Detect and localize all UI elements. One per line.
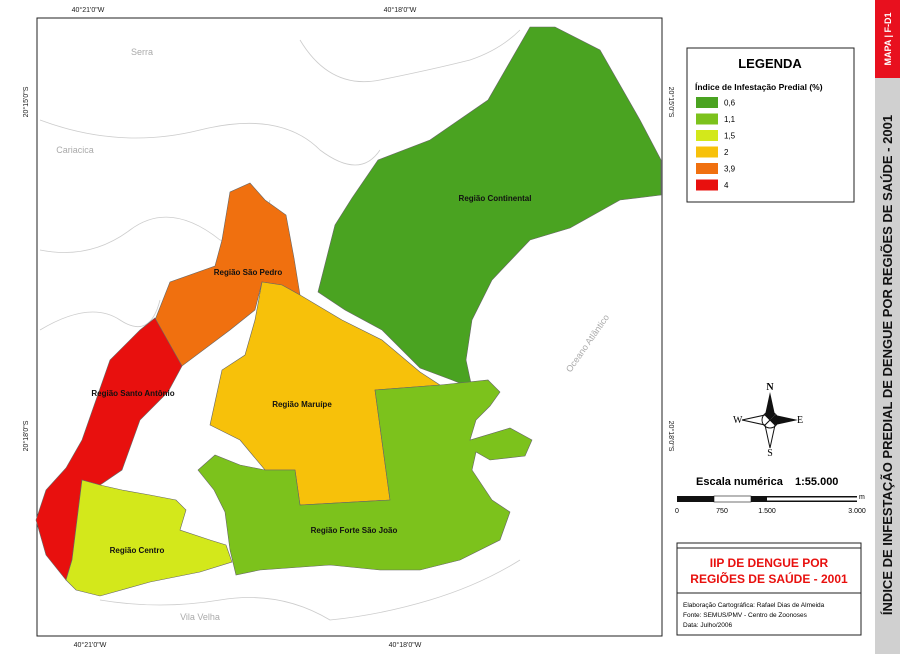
compass-arm [770,415,798,425]
legend-swatch [696,163,718,174]
region-shape [65,479,233,597]
sidebar-tag-bg [875,0,900,78]
title-box: IIP DE DENGUE POR REGIÕES DE SAÚDE - 200… [676,542,862,636]
legend-swatch [696,97,718,108]
legend-swatch [696,130,718,141]
place-label: Serra [131,47,153,57]
coord-label: 40°21'0"W [72,6,105,14]
coastline [39,119,381,166]
scale-tick: 750 [716,508,728,515]
region-shape [154,182,301,367]
scale: Escala numérica 1:55.000 0 750 1.500 3.0… [675,476,866,515]
coastline [39,299,161,331]
coord-label: 20°15'0"S [22,86,30,117]
region-labels: Região Continental Região São Pedro Regi… [91,194,531,555]
legend-label: 0,6 [724,99,736,108]
region-label: Região Centro [110,546,165,555]
compass-n: N [766,382,774,393]
sidebar-tag: MAPA | F-D1 [883,12,893,65]
sidebar: MAPA | F-D1 ÍNDICE DE INFESTAÇÃO PREDIAL… [875,0,900,654]
scale-bar [767,497,857,501]
scale-label: Escala numérica [696,476,784,488]
credits-frame [676,592,862,636]
scale-tick: 1.500 [758,508,776,515]
region-label: Região Maruípe [272,400,332,409]
title-frame [676,542,862,594]
title-line: REGIÕES DE SAÚDE - 2001 [690,571,848,586]
coord-label: 20°18'0"S [667,421,675,452]
scale-bar [751,496,767,502]
place-label: Cariacica [56,145,94,155]
legend-box [686,47,855,203]
credit-line: Fonte: SEMUS/PMV - Centro de Zoonoses [683,612,808,619]
compass-s: S [767,448,773,459]
scale-bar [713,495,752,503]
sidebar-bg [875,0,900,654]
coord-label: 40°18'0"W [389,641,422,649]
region-label: Região Continental [459,194,532,203]
place-label: Vila Velha [180,612,220,622]
region-label: Região Forte São João [311,526,398,535]
sidebar-title: ÍNDICE DE INFESTAÇÃO PREDIAL DE DENGUE P… [880,115,895,615]
scale-ratio: 1:55.000 [795,476,838,488]
legend-label: 1,1 [724,115,736,124]
legend-label: 4 [724,181,729,190]
coastline [99,559,521,621]
credit-line: Elaboração Cartográfica: Rafael Dias de … [683,602,825,609]
legend: LEGENDA Índice de Infestação Predial (%)… [686,47,855,203]
legend-label: 2 [724,148,729,157]
coordinate-labels: 40°21'0"W 40°18'0"W 40°21'0"W 40°18'0"W … [22,6,675,649]
legend-label: 1,5 [724,132,736,141]
region-shape [317,26,662,389]
coord-label: 20°15'0"S [667,87,675,118]
coastline [299,29,521,83]
compass-w: W [733,415,743,426]
scale-tick: 0 [675,508,679,515]
legend-swatch [696,146,718,158]
legend-title: LEGENDA [738,56,802,71]
compass-e: E [797,415,803,426]
legend-items: 0,6 1,1 1,5 2 3,9 4 [696,97,736,191]
compass-ring [761,411,779,429]
region-shape [197,379,533,576]
coord-label: 40°21'0"W [74,641,107,649]
scale-unit: m [859,494,865,501]
compass: N S E W [733,382,803,459]
title-line: IIP DE DENGUE POR [710,556,829,570]
legend-label: 3,9 [724,165,736,174]
credit-line: Data: Julho/2006 [683,622,733,629]
coastlines [39,29,521,621]
coord-label: 20°18'0"S [22,420,30,451]
legend-swatch [696,179,718,191]
region-label: Região Santo Antônio [91,389,174,398]
region-shape [35,317,183,581]
coord-label: 40°18'0"W [384,6,417,14]
legend-swatch [696,113,718,125]
region-label: Região São Pedro [214,268,283,277]
scale-tick: 3.000 [848,508,866,515]
regions [35,26,662,597]
legend-subtitle: Índice de Infestação Predial (%) [695,82,823,92]
compass-arm [765,392,775,420]
scale-bar [677,496,714,502]
